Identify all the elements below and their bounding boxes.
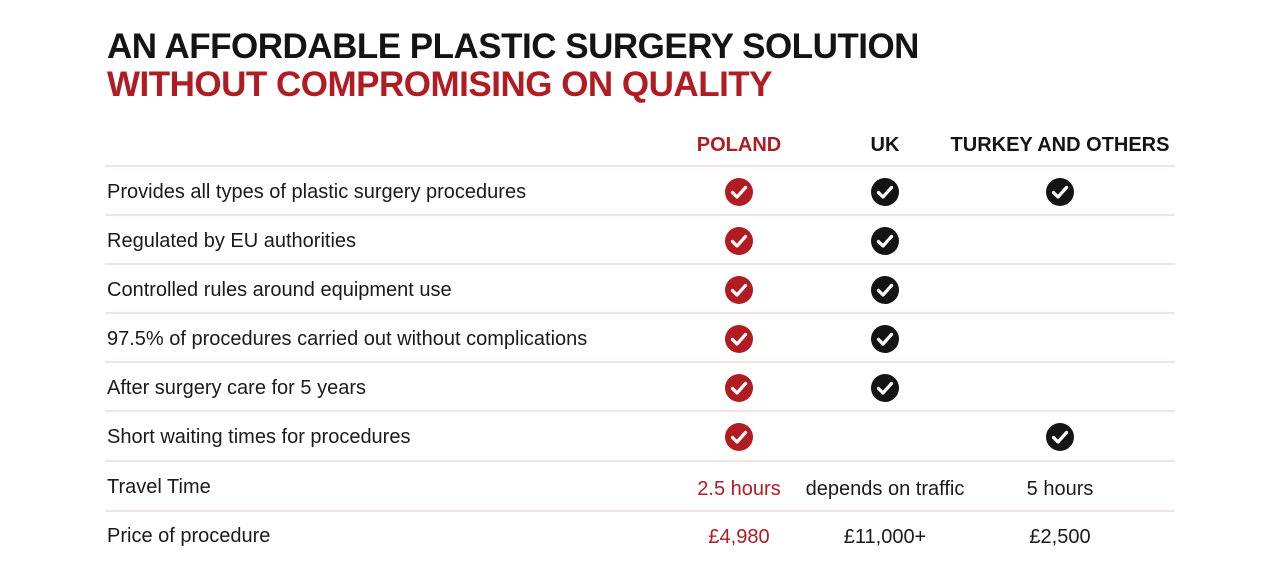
table-row: 97.5% of procedures carried out without … [105,312,1175,361]
check-circle-red-icon [725,227,753,255]
check-circle-red-icon [725,325,753,353]
title-line-1: AN AFFORDABLE PLASTIC SURGERY SOLUTION [107,27,919,66]
price-turkey: £2,500 [1029,526,1091,548]
check-circle-red-icon [725,276,753,304]
row-label: Provides all types of plastic surgery pr… [107,181,527,203]
check-circle-black-icon [871,325,899,353]
check-circle-black-icon [871,374,899,402]
check-circle-red-icon [725,374,753,402]
title-line-2: WITHOUT COMPROMISING ON QUALITY [107,65,773,104]
check-circle-red-icon [725,423,753,451]
row-label: 97.5% of procedures carried out without … [107,328,588,350]
check-circle-black-icon [1046,178,1074,206]
page-title: AN AFFORDABLE PLASTIC SURGERY SOLUTION W… [107,28,919,104]
check-circle-black-icon [871,227,899,255]
table-row: Provides all types of plastic surgery pr… [105,165,1175,214]
check-circle-black-icon [1046,423,1074,451]
check-circle-black-icon [871,178,899,206]
row-label: Short waiting times for procedures [107,426,411,448]
table-row: Controlled rules around equipment use [105,263,1175,312]
table-row: Regulated by EU authorities [105,214,1175,263]
row-label: Price of procedure [107,525,271,547]
travel-time-turkey: 5 hours [1026,478,1094,500]
table-row-price: Price of procedure £4,980 £11,000+ £2,50… [105,510,1175,559]
row-label: After surgery care for 5 years [107,377,366,399]
table-row: After surgery care for 5 years [105,361,1175,410]
table-row: Short waiting times for procedures [105,410,1175,459]
price-uk: £11,000+ [843,526,927,548]
column-header-poland: POLAND [696,134,782,156]
column-header-uk: UK [870,134,900,156]
row-label: Controlled rules around equipment use [107,279,452,301]
column-header-turkey: TURKEY AND OTHERS [950,134,1170,156]
row-label: Travel Time [107,476,211,498]
travel-time-poland: 2.5 hours [697,478,781,500]
row-label: Regulated by EU authorities [107,230,357,252]
price-poland: £4,980 [708,526,770,548]
travel-time-uk: depends on traffic [805,478,965,500]
table-row-travel-time: Travel Time 2.5 hours depends on traffic… [105,460,1175,509]
check-circle-red-icon [725,178,753,206]
check-circle-black-icon [871,276,899,304]
